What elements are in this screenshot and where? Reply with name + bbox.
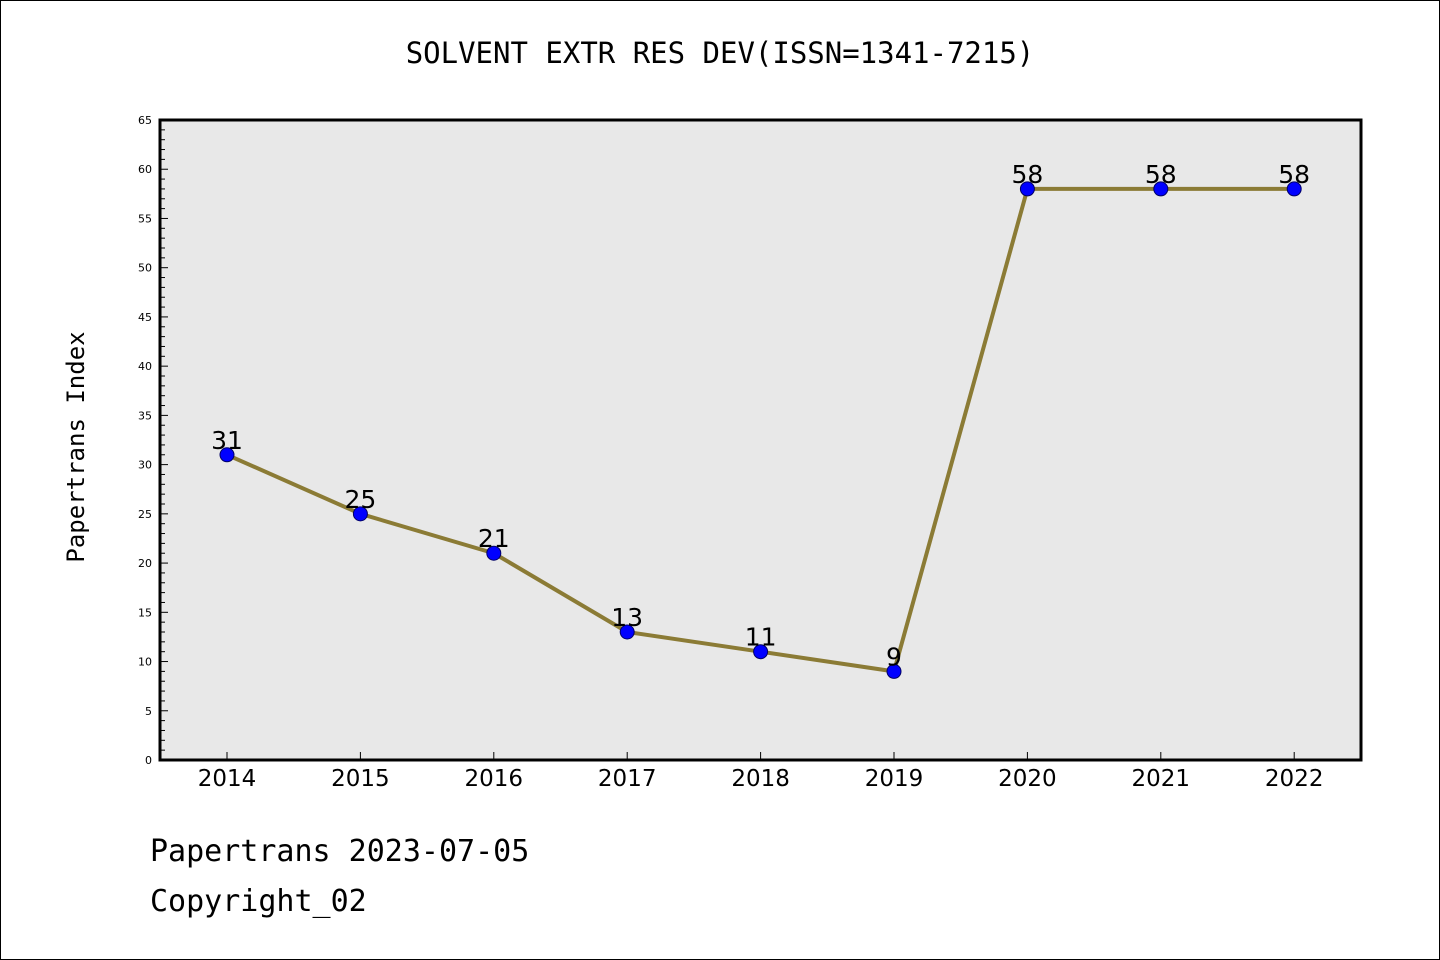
plot-border xyxy=(158,118,1363,762)
footer-copyright: Copyright_02 xyxy=(150,884,367,919)
y-tick-label: 65 xyxy=(138,114,152,127)
x-tick-label: 2022 xyxy=(1265,766,1324,792)
data-label: 58 xyxy=(1011,160,1043,189)
data-point xyxy=(486,545,502,561)
data-label: 21 xyxy=(478,524,510,553)
y-tick-label: 5 xyxy=(145,705,152,718)
data-points xyxy=(219,181,1302,679)
data-label: 11 xyxy=(745,623,777,652)
data-label: 9 xyxy=(886,642,902,671)
x-tick-label: 2020 xyxy=(998,766,1057,792)
y-tick-label: 30 xyxy=(138,459,152,472)
data-point xyxy=(619,624,635,640)
y-tick-label: 60 xyxy=(138,163,152,176)
x-tick-label: 2017 xyxy=(598,766,657,792)
data-label: 13 xyxy=(611,603,643,632)
x-tick-label: 2015 xyxy=(331,766,390,792)
x-axis: 2014 2015 2016 2017 2018 2019 2020 2021 2022 xyxy=(198,752,1324,792)
footer-date: Papertrans 2023-07-05 xyxy=(150,834,530,869)
x-tick-label: 2019 xyxy=(865,766,924,792)
data-point xyxy=(1019,181,1035,197)
x-tick-label: 2016 xyxy=(465,766,524,792)
chart-title: SOLVENT EXTR RES DEV(ISSN=1341-7215) xyxy=(405,36,1035,70)
data-point xyxy=(753,644,769,660)
data-point xyxy=(886,663,902,679)
plot-area xyxy=(160,120,1361,760)
y-tick-label: 20 xyxy=(138,557,152,570)
x-tick-label: 2014 xyxy=(198,766,257,792)
y-tick-label: 25 xyxy=(138,508,152,521)
y-tick-label: 0 xyxy=(145,754,152,767)
x-tick-label: 2018 xyxy=(731,766,790,792)
y-tick-label: 15 xyxy=(138,606,152,619)
data-point xyxy=(1153,181,1169,197)
data-label: 25 xyxy=(344,485,376,514)
data-point xyxy=(1286,181,1302,197)
y-tick-label: 50 xyxy=(138,262,152,275)
data-point xyxy=(219,447,235,463)
y-tick-label: 45 xyxy=(138,311,152,324)
data-labels: 31 25 21 13 11 9 58 58 58 xyxy=(211,160,1310,671)
data-label: 58 xyxy=(1278,160,1310,189)
y-tick-label: 55 xyxy=(138,212,152,225)
y-tick-label: 40 xyxy=(138,360,152,373)
data-label: 31 xyxy=(211,426,243,455)
data-point xyxy=(352,506,368,522)
y-tick-label: 10 xyxy=(138,656,152,669)
y-tick-label: 35 xyxy=(138,409,152,422)
x-tick-label: 2021 xyxy=(1132,766,1191,792)
data-label: 58 xyxy=(1145,160,1177,189)
